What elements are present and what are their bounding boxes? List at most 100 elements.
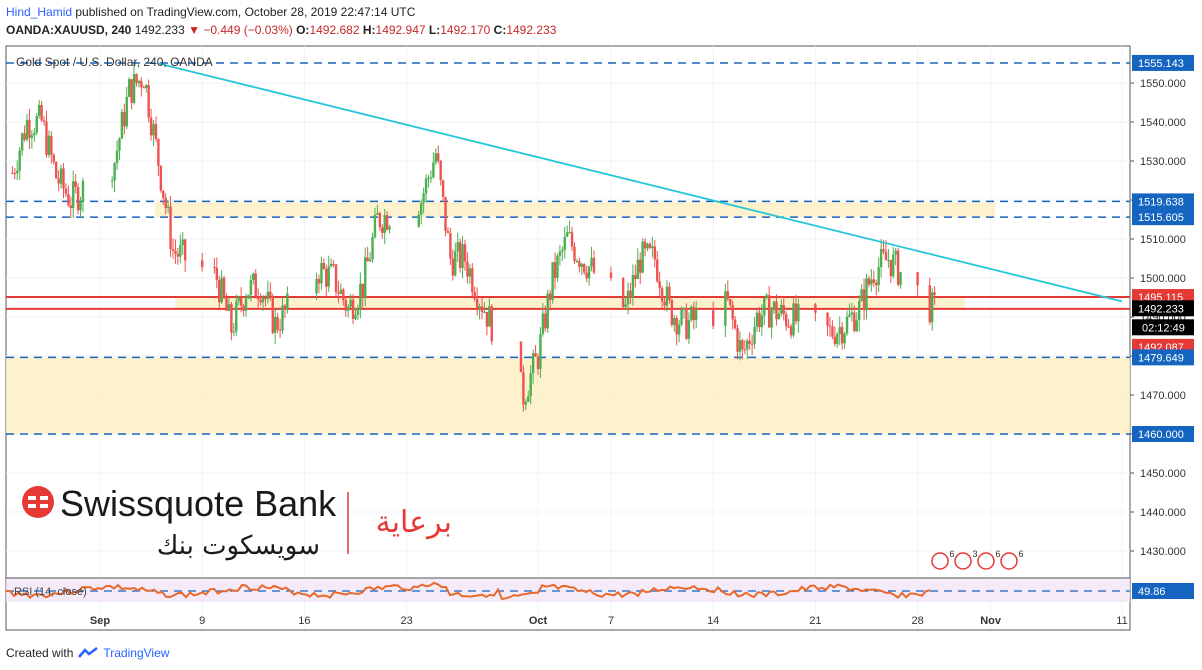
candle-body (738, 340, 742, 352)
created-with-text: Created with (6, 646, 74, 660)
x-tick-label: 23 (400, 615, 412, 627)
candle-body (81, 180, 85, 202)
candle-body (624, 304, 627, 307)
candle-body (580, 264, 583, 267)
candle-body (838, 326, 841, 334)
candle-body (767, 295, 771, 328)
candle-body (72, 181, 75, 209)
candle-body (130, 79, 133, 103)
candle-body (840, 326, 844, 344)
event-markers[interactable]: 6 3 6 6 (931, 549, 1024, 570)
candle-body (441, 180, 445, 197)
time-axis[interactable]: Sep 9 16 23 Oct 7 14 21 28 Nov 11 (6, 615, 1130, 631)
candle-body (334, 264, 338, 293)
x-tick-label: Sep (90, 615, 110, 627)
price-label-bg (1132, 426, 1194, 442)
candle-body (561, 249, 564, 252)
candle-body (176, 253, 180, 257)
candle-body (772, 301, 776, 311)
candle-body (473, 292, 476, 299)
candle-body (347, 306, 350, 311)
candle-body (28, 119, 31, 138)
candle-body (446, 230, 450, 234)
ohlc-line: OANDA:XAUUSD, 240 1492.233 ▼ −0.449 (−0.… (6, 23, 556, 37)
price-axis[interactable]: 1430.000 1440.000 1450.000 1460.000 1470.000… (1130, 54, 1194, 599)
candle-body (344, 300, 347, 311)
candle-body (870, 279, 873, 285)
price-label-bg (1132, 193, 1194, 210)
price-label-bg (1132, 54, 1194, 71)
candle-body (780, 305, 783, 314)
candle-body (544, 313, 547, 329)
chart-title: Gold Spot / U.S. Dollar, 240, OANDA (16, 55, 213, 69)
candle-body (169, 206, 172, 250)
publisher-name[interactable]: Hind_Hamid (6, 5, 73, 19)
candle-body (164, 197, 167, 208)
candle-body (247, 294, 250, 299)
candle-body (748, 340, 751, 344)
candle-body (37, 104, 41, 116)
symbol-label: OANDA:XAUUSD, 240 (6, 23, 132, 37)
candle-body (792, 303, 795, 336)
change-value: −0.449 (−0.03%) (203, 23, 293, 37)
candle-body (896, 250, 900, 285)
candle-body (872, 279, 875, 283)
candle-body (882, 249, 885, 252)
candle-body (135, 73, 138, 84)
y-tick-label: 1470.000 (1140, 390, 1186, 402)
candle-body (383, 215, 386, 233)
price-label-bg (1132, 300, 1194, 317)
candle-body (59, 168, 63, 184)
candle-body (743, 349, 747, 351)
candle-body (855, 320, 858, 331)
candle-body (750, 343, 754, 345)
open-value: 1492.682 (309, 23, 360, 37)
tradingview-link[interactable]: TradingView (103, 646, 170, 660)
support-zone (155, 201, 995, 218)
candle-body (378, 213, 382, 228)
last-price: 1492.233 (134, 23, 185, 37)
candle-body (887, 259, 890, 261)
candle-body (261, 297, 265, 303)
candle-body (171, 249, 175, 251)
candle-body (814, 304, 817, 313)
candle-body (385, 215, 389, 230)
candle-body (797, 304, 800, 322)
candle-body (417, 214, 420, 227)
candle-body (42, 120, 46, 122)
tradingview-logo-icon (78, 647, 99, 658)
candle-body (463, 244, 467, 262)
candle-body (879, 249, 883, 268)
candle-body (860, 289, 863, 301)
candle-body (454, 251, 457, 276)
candle-body (665, 286, 669, 306)
candle-body (278, 329, 282, 331)
candle-body (427, 177, 430, 179)
candle-body (712, 310, 715, 326)
candle-body (480, 306, 484, 313)
candle-body (349, 299, 352, 307)
candle-body (337, 292, 340, 294)
candle-body (858, 300, 861, 321)
candle-body (656, 259, 659, 282)
y-tick-label: 1450.000 (1140, 468, 1186, 480)
candle-body (892, 254, 895, 277)
candle-body (79, 201, 82, 211)
candles (11, 64, 936, 412)
candle-body (166, 206, 170, 208)
candle-body (339, 289, 343, 294)
candle-body (770, 310, 773, 328)
candle-body (736, 328, 739, 352)
candle-body (668, 286, 671, 300)
rsi-label: RSI (14, close) (14, 586, 87, 598)
close-value: 1492.233 (506, 23, 557, 37)
candle-body (563, 236, 566, 250)
candle-body (658, 281, 661, 289)
support-zone (6, 357, 1130, 434)
event-flag-icon (977, 552, 995, 570)
candle-body (794, 303, 798, 322)
candle-body (548, 293, 552, 300)
candle-body (570, 232, 574, 247)
event-count: 6 (995, 549, 1000, 559)
